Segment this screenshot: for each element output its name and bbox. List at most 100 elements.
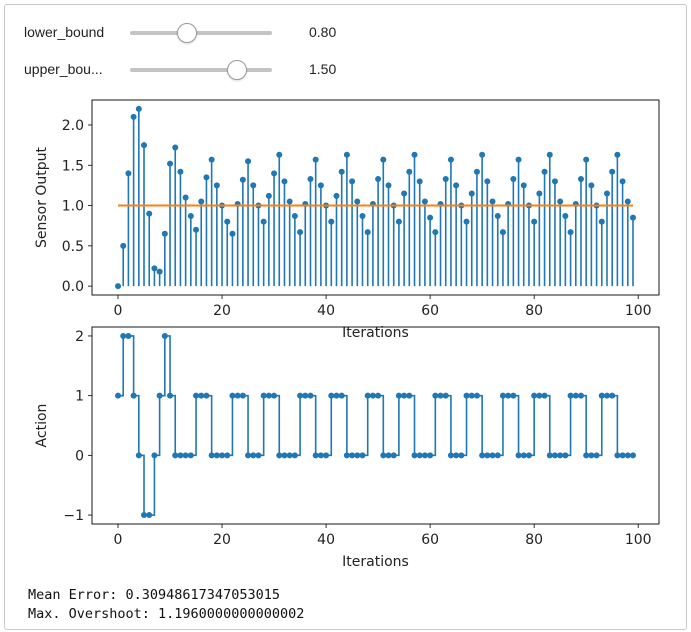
x-tick-label-4: 80 (525, 303, 543, 319)
y-tick-label-4: 2.0 (62, 118, 84, 134)
action-marker (479, 452, 486, 459)
upper-bound-slider[interactable] (130, 60, 272, 80)
action-marker (406, 392, 413, 399)
action-marker (172, 452, 179, 459)
stem-marker (338, 168, 345, 175)
action-marker (323, 452, 330, 459)
upper-bound-slider-handle[interactable] (226, 60, 247, 80)
stem-marker (484, 178, 491, 185)
action-marker (203, 392, 210, 399)
stem-marker (349, 178, 356, 185)
stem-marker (551, 178, 558, 185)
action-marker (463, 392, 470, 399)
action-marker (151, 452, 158, 459)
x-tick-label-3: 60 (421, 532, 439, 548)
stem-marker (120, 242, 127, 249)
action-marker (489, 452, 496, 459)
action-marker (494, 452, 501, 459)
action-marker (603, 392, 610, 399)
stats-output: Mean Error: 0.30948617347053015 Max. Ove… (28, 586, 304, 624)
stem-marker (624, 198, 631, 205)
x-tick-label-4: 80 (525, 532, 543, 548)
lower-bound-slider-handle[interactable] (176, 23, 197, 43)
y-tick-label-2: 1.0 (62, 199, 84, 215)
x-tick-label-5: 100 (625, 303, 652, 319)
action-marker (167, 392, 174, 399)
stem-marker (115, 283, 122, 290)
action-step-line (118, 335, 633, 516)
y-axis-label: Action (34, 404, 50, 448)
x-axis-label: Iterations (342, 554, 409, 570)
action-marker (239, 392, 246, 399)
action-marker (161, 332, 168, 339)
action-marker (193, 392, 200, 399)
action-marker (395, 392, 402, 399)
stem-marker (364, 229, 371, 236)
action-marker (567, 392, 574, 399)
stem-marker (494, 213, 501, 220)
stem-marker (515, 156, 522, 163)
stem-marker (229, 230, 236, 237)
stem-marker (265, 192, 272, 199)
y-axis-label: Sensor Output (34, 146, 50, 248)
stem-marker (193, 226, 200, 233)
x-tick-label-3: 60 (421, 303, 439, 319)
action-marker (499, 392, 506, 399)
action-marker (432, 392, 439, 399)
lower-bound-slider[interactable] (130, 23, 272, 43)
stem-marker (224, 218, 231, 225)
plot-frame (91, 326, 660, 525)
stem-marker (317, 182, 324, 189)
x-tick-label-2: 40 (317, 303, 335, 319)
action-marker (468, 392, 475, 399)
stem-marker (567, 229, 574, 236)
stem-marker (307, 175, 314, 182)
action-marker (219, 452, 226, 459)
action-marker (349, 452, 356, 459)
upper-bound-slider-row: upper_bou... 1.50 (24, 58, 384, 82)
stem-marker (380, 156, 387, 163)
action-marker (505, 392, 512, 399)
stem-marker (468, 190, 475, 197)
stem-marker (260, 218, 267, 225)
action-marker (473, 392, 480, 399)
action-marker (619, 452, 626, 459)
stem-marker (125, 170, 132, 177)
action-marker (276, 452, 283, 459)
action-marker (286, 452, 293, 459)
x-tick-label-5: 100 (625, 532, 652, 548)
stem-marker (531, 218, 538, 225)
action-marker (265, 392, 272, 399)
x-tick-label-0: 0 (114, 532, 123, 548)
stem-marker (198, 198, 205, 205)
stem-marker (609, 168, 616, 175)
y-tick-label-0: −1 (63, 508, 84, 524)
stem-marker (146, 210, 153, 217)
action-marker (359, 452, 366, 459)
action-marker (515, 452, 522, 459)
stem-marker (614, 151, 621, 158)
stem-marker (453, 182, 460, 189)
action-marker (411, 452, 418, 459)
stem-marker (489, 198, 496, 205)
action-marker (369, 392, 376, 399)
stem-marker (359, 213, 366, 220)
stem-marker (172, 144, 179, 151)
stem-marker (588, 182, 595, 189)
action-marker (317, 452, 324, 459)
action-marker (447, 452, 454, 459)
action-marker (130, 392, 137, 399)
action-marker (551, 452, 558, 459)
y-tick-label-3: 2 (75, 329, 84, 345)
action-marker (390, 452, 397, 459)
stem-marker (473, 168, 480, 175)
action-marker (416, 452, 423, 459)
stem-marker (343, 151, 350, 158)
stem-marker (151, 265, 158, 272)
plot-frame (91, 99, 660, 296)
action-marker (338, 392, 345, 399)
stem-marker (619, 178, 626, 185)
action-marker (354, 452, 361, 459)
action-marker (333, 392, 340, 399)
stem-marker (577, 175, 584, 182)
